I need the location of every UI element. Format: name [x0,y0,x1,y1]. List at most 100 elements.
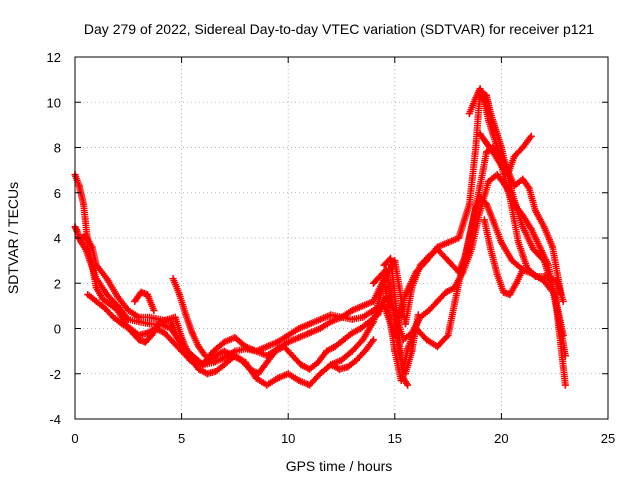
data-point [143,329,151,337]
data-point [444,257,452,265]
data-point [103,275,111,283]
data-point [171,313,179,321]
y-tick-label: 4 [54,231,61,246]
data-point [101,304,109,312]
series-track-3 [77,144,567,369]
data-point [246,365,254,373]
data-point [502,182,510,190]
data-point [408,347,416,355]
data-point [444,331,452,339]
data-point [188,329,196,337]
data-point [88,243,96,251]
data-point [212,367,220,375]
data-point [103,291,111,299]
data-point [359,313,367,321]
data-point [212,352,220,360]
data-points [71,85,569,389]
data-point [482,148,490,156]
y-tick-label: 12 [47,50,61,65]
data-point [387,254,395,262]
data-point [169,275,177,283]
data-point [489,148,497,156]
data-point [532,207,540,215]
data-point [357,325,365,332]
y-tick-label: 0 [54,322,61,337]
y-tick-label: 6 [54,186,61,201]
data-point [482,139,490,147]
data-point [389,302,397,310]
data-point [369,336,377,344]
data-point [465,110,473,118]
data-point [433,245,441,253]
data-point [210,347,218,355]
data-point [382,266,390,274]
data-point [380,261,388,269]
data-point [408,284,416,292]
data-point [497,162,505,170]
data-point [493,144,501,151]
data-point [401,370,409,378]
data-point [508,257,516,265]
data-point [331,343,339,351]
data-point [109,313,117,321]
data-point [425,252,433,260]
data-point [401,320,409,328]
data-point [519,144,527,151]
data-point [399,374,407,382]
data-point [348,329,356,337]
data-point [527,132,535,140]
data-point [348,306,356,314]
data-point [263,358,271,366]
data-point [338,356,345,364]
data-point [237,356,245,364]
data-point [553,306,561,314]
y-tick-label: 2 [54,276,61,291]
data-point [489,130,497,138]
data-point [274,374,282,382]
data-point [468,245,476,253]
data-point [512,279,520,287]
data-point [544,261,552,269]
x-tick-label: 20 [494,431,508,446]
data-point [195,361,203,369]
data-point [493,270,501,278]
data-point [327,311,335,319]
data-point [497,239,505,247]
data-point [359,302,367,310]
data-point [376,272,384,280]
data-point [186,356,194,364]
y-tick-label: -4 [49,412,61,427]
data-point [156,315,164,323]
data-point [532,272,540,280]
data-point [143,291,151,299]
data-point [295,334,303,342]
data-point [220,354,228,362]
data-point [297,361,305,369]
data-point [433,297,441,305]
plus-markers [480,216,527,299]
data-point [540,223,548,231]
data-point [271,347,279,355]
data-point [472,144,480,151]
data-point [114,293,122,301]
data-point [92,284,100,292]
data-point [316,315,324,323]
data-point [416,261,424,269]
data-point [169,338,177,346]
data-point [500,288,508,296]
data-point [519,223,527,231]
x-tick-label: 5 [178,431,185,446]
data-point [220,347,228,355]
data-point [231,334,239,342]
data-point [173,334,181,342]
data-point [444,239,452,247]
data-point [559,297,567,305]
data-point [459,268,467,276]
data-point [335,365,343,373]
data-point [348,347,356,355]
data-point [152,325,160,332]
data-point [263,381,271,389]
y-tick-label: 8 [54,141,61,156]
data-point [359,336,367,344]
data-point [450,284,458,292]
